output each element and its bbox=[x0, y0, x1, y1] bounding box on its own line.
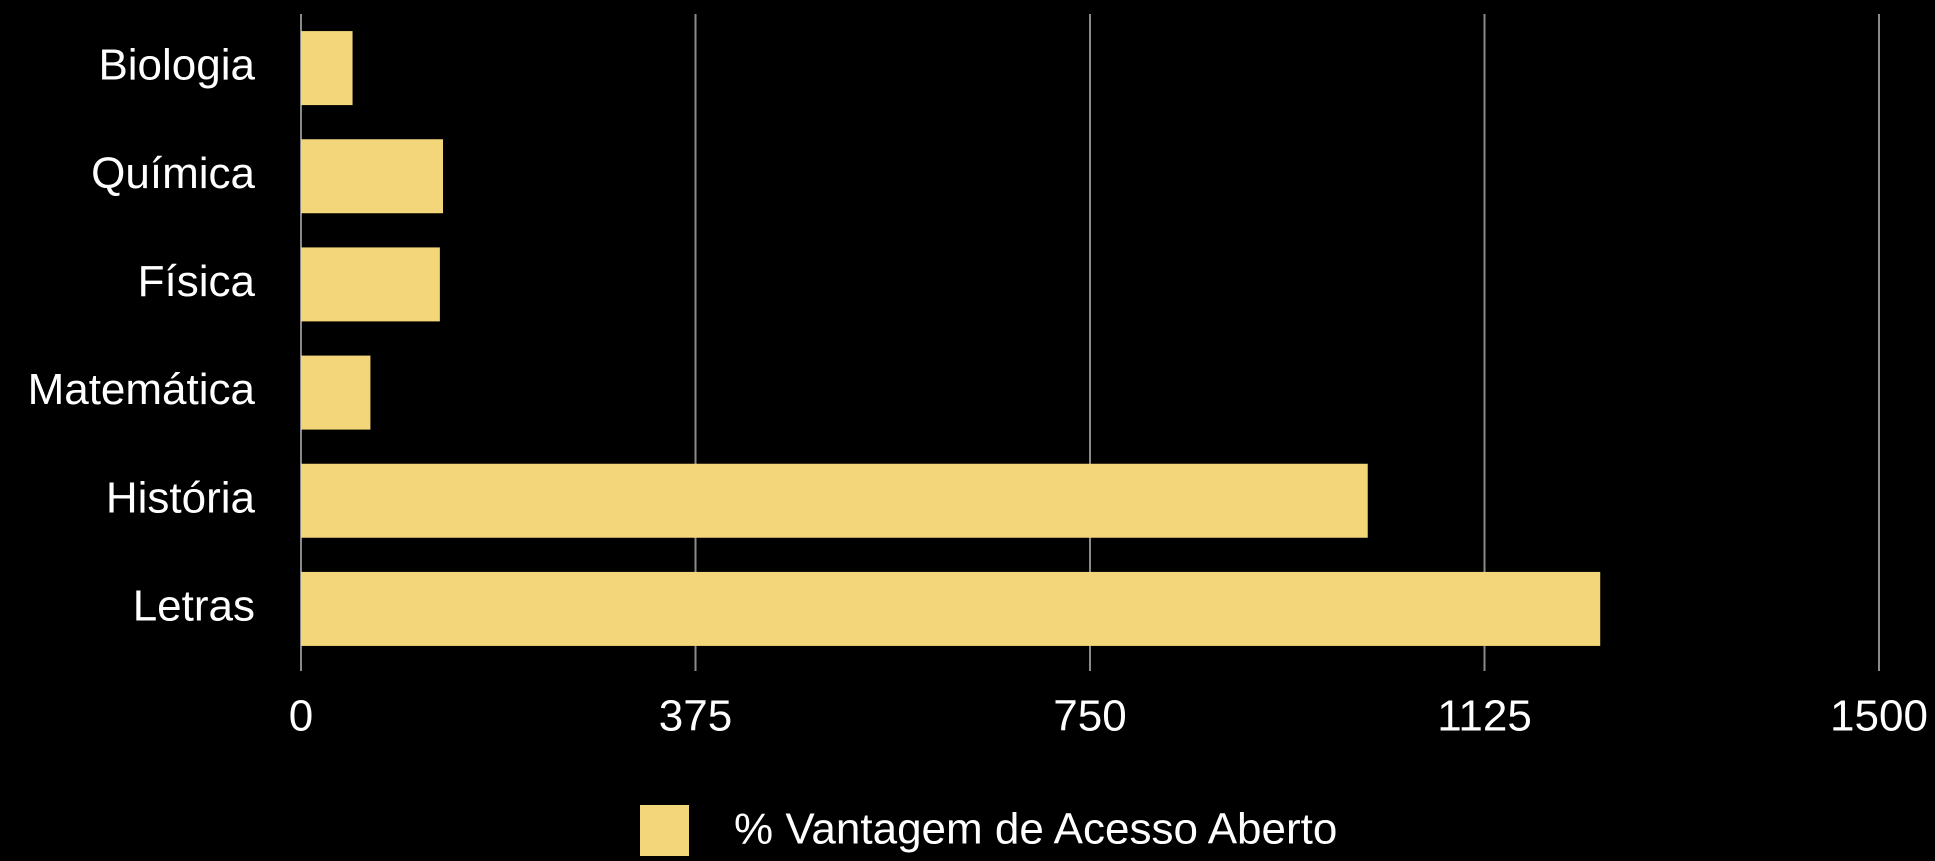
y-tick-label: Matemática bbox=[28, 365, 256, 414]
x-tick-label: 750 bbox=[1053, 692, 1126, 741]
bar bbox=[301, 247, 440, 322]
legend-swatch bbox=[640, 805, 689, 856]
y-tick-label: Biologia bbox=[98, 41, 255, 90]
x-tick-label: 1125 bbox=[1437, 692, 1532, 741]
y-tick-label: Letras bbox=[133, 582, 255, 631]
bar bbox=[301, 139, 444, 214]
bar bbox=[301, 571, 1601, 646]
bar bbox=[301, 31, 353, 106]
y-tick-label: Física bbox=[138, 257, 256, 306]
x-tick-label: 0 bbox=[289, 692, 313, 741]
bar bbox=[301, 463, 1368, 538]
y-tick-label: Química bbox=[91, 149, 255, 198]
legend-label: % Vantagem de Acesso Aberto bbox=[734, 805, 1337, 854]
bar bbox=[301, 355, 371, 430]
x-tick-label: 375 bbox=[659, 692, 732, 741]
x-tick-label: 1500 bbox=[1830, 692, 1928, 741]
y-tick-label: História bbox=[106, 473, 256, 522]
